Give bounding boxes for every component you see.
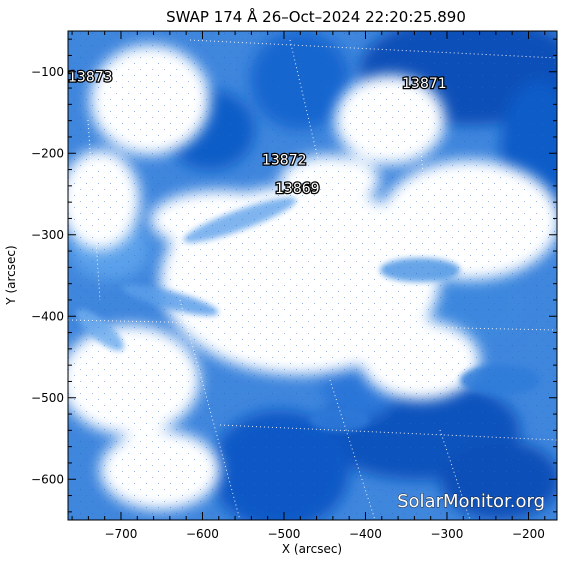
y-axis-label: Y (arcsec): [4, 245, 18, 305]
x-tick-label: −700: [104, 527, 137, 541]
y-tick-label: −200: [31, 146, 64, 160]
x-axis-label: X (arcsec): [282, 542, 342, 556]
x-tick-label: −200: [512, 527, 545, 541]
solar-image: [68, 31, 557, 520]
active-region-labels: 13873 13871 13872 13869: [67, 68, 448, 198]
solarmonitor-watermark: SolarMonitor.org: [397, 491, 545, 512]
y-tick-label: −600: [31, 472, 64, 486]
y-tick-label: −500: [31, 391, 64, 405]
x-tick-label: −300: [430, 527, 463, 541]
x-tick-label: −600: [186, 527, 219, 541]
active-region-label: 13869: [275, 181, 320, 197]
active-region-label: 13872: [262, 153, 307, 169]
y-tick-label: −300: [31, 228, 64, 242]
x-tick-label: −500: [267, 527, 300, 541]
x-tick-label: −400: [349, 527, 382, 541]
y-tick-label: −400: [31, 309, 64, 323]
active-region-label: 13871: [402, 76, 447, 92]
plot-frame: [67, 30, 558, 521]
active-region-label: 13873: [68, 70, 113, 86]
x-axis-ticks: −700 −600 −500 −400 −300 −200: [71, 31, 546, 541]
y-axis-ticks: −100 −200 −300 −400 −500 −600: [31, 38, 557, 513]
image-speckle: [68, 31, 557, 520]
y-tick-label: −100: [31, 65, 64, 79]
figure-title: SWAP 174 Å 26–Oct–2024 22:20:25.890: [166, 7, 466, 26]
heliographic-grid: [68, 39, 557, 520]
